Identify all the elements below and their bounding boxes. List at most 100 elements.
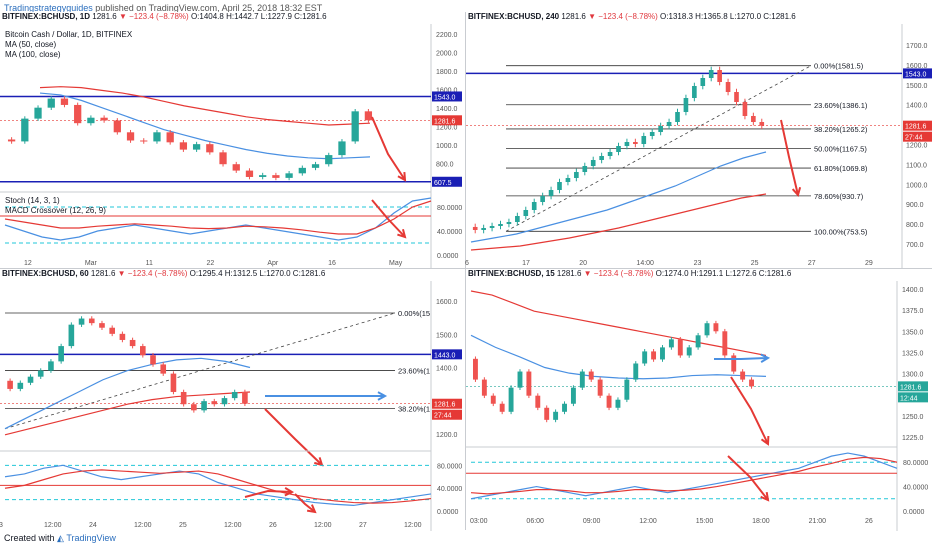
ohlc-label: O:1274.0 H:1291.1 L:1272.6 C:1281.6	[655, 269, 792, 278]
daily-time-axis-tick-label: May	[389, 260, 403, 267]
h1-price-axis-tick-label: 1500.0	[436, 332, 458, 339]
tag-timer-text: 12:44	[900, 395, 918, 402]
h4-candle	[523, 210, 529, 216]
horizontal-divider	[0, 268, 932, 269]
tag-support-text: 607.5	[434, 180, 452, 187]
daily-candle	[285, 173, 293, 178]
daily-price-axis-tick-label: 2000.0	[436, 51, 458, 58]
tag-last-text: 1281.6	[434, 402, 456, 409]
h4-time-axis-tick-label: 25	[751, 260, 759, 267]
author-link[interactable]: Tradingstrategyguides	[4, 3, 93, 13]
h4-price-axis-tick-label: 1500.0	[906, 83, 928, 90]
h4-time-axis-tick-label: 23	[694, 260, 702, 267]
h1-chart-svg[interactable]: 1600.01500.01400.01300.01200.00.00%(1523…	[0, 269, 465, 531]
m15-time-axis-tick-label: 09:00	[583, 518, 601, 525]
m15-candle	[579, 371, 585, 388]
h1-candle	[17, 382, 24, 389]
m15-candle	[668, 339, 674, 348]
h4-candle	[498, 224, 503, 226]
h4-candle	[658, 126, 663, 132]
chart-panel-daily[interactable]: 2200.0 2000.0 1800.0 1600.0 1400.0 1200.0 1000…	[0, 12, 465, 268]
m15-candle	[508, 387, 514, 412]
h1-candle	[160, 364, 167, 374]
h4-candle	[725, 82, 731, 92]
h4-time-axis-tick-label: 6	[465, 260, 469, 267]
h1-candle	[180, 391, 187, 405]
fib-level-label: 38.20%(1265.2)	[814, 125, 868, 134]
daily-stoch-line-b	[4, 200, 432, 235]
ma50-line	[470, 151, 767, 243]
h1-price-axis-tick-label: 1600.0	[436, 299, 458, 306]
m15-stoch-line-a	[470, 452, 898, 500]
h1-candle	[170, 373, 177, 392]
daily-price-axis-tick-label: 800.0	[436, 162, 454, 169]
h1-arrow-sub-2-shaft	[294, 493, 316, 513]
vertical-divider	[465, 12, 466, 530]
h1-candle	[150, 355, 156, 365]
h4-candle	[565, 178, 571, 182]
m15-stoch-line-b	[470, 456, 898, 495]
m15-candle	[651, 351, 657, 360]
price-label: 1281.6	[556, 269, 582, 278]
indicator-ma100[interactable]: MA (100, close)	[5, 50, 61, 59]
daily-candle	[325, 155, 333, 165]
h1-candle	[191, 404, 197, 411]
tag-last-bg	[898, 381, 928, 392]
h4-candle	[557, 182, 562, 190]
h4-price-axis-tick-label: 1600.0	[906, 63, 928, 70]
tag-resistance-bg	[432, 91, 462, 102]
symbol-label: BITFINEX:BCHUSD, 1D	[2, 12, 91, 21]
daily-candle	[311, 164, 320, 168]
symbol-label: BITFINEX:BCHUSD, 60	[2, 269, 89, 278]
m15-price-axis-tick-label: 1225.0	[902, 435, 924, 442]
h4-candle	[624, 142, 630, 146]
daily-candle	[140, 140, 148, 142]
daily-candle	[34, 107, 42, 119]
chart-panel-240[interactable]: 1700.01600.01500.01400.01300.01200.01100…	[465, 12, 932, 268]
m15-arrow-sub-shaft	[727, 455, 769, 501]
h1-arrow-blue-head	[377, 391, 388, 401]
h4-chart-svg[interactable]: 1700.01600.01500.01400.01300.01200.01100…	[465, 12, 932, 268]
h4-candle	[666, 122, 672, 126]
indicator-ma50[interactable]: MA (50, close)	[5, 40, 57, 49]
daily-price-axis-tick-label: 1400.0	[436, 106, 458, 113]
tag-timer-text: 27:44	[434, 413, 452, 420]
h1-time-axis-tick-label: 24	[89, 522, 97, 529]
h1-stoch-tick-label: 80.0000	[437, 463, 462, 470]
h1-price-axis-tick-label: 1200.0	[436, 432, 458, 439]
h1-candle	[119, 333, 126, 340]
m15-candle	[722, 331, 728, 356]
m15-time-axis-tick-label: 03:00	[470, 518, 488, 525]
tag-resistance-text: 1543.0	[905, 71, 927, 78]
indicator-macd[interactable]: MACD Crossover (12, 26, 9)	[5, 206, 106, 215]
fib-level-label: 100.00%(753.5)	[814, 227, 868, 236]
m15-candle	[731, 355, 737, 372]
m15-chart-svg[interactable]: 1400.01375.01350.01325.01300.01275.01250…	[466, 269, 932, 531]
tradingview-logo-icon: ◭	[57, 533, 64, 543]
tag-resistance-text: 1443.0	[434, 352, 456, 359]
daily-candle	[126, 132, 135, 141]
h1-candle	[109, 327, 115, 334]
h1-arrow-red-shaft	[264, 408, 323, 466]
daily-chart-svg[interactable]: 2200.0 2000.0 1800.0 1600.0 1400.0 1200.0 1000…	[0, 12, 465, 268]
tradingview-link[interactable]: TradingView	[66, 533, 116, 543]
chart-panel-15[interactable]: 1400.01375.01350.01325.01300.01275.01250…	[466, 269, 932, 531]
m15-candle	[677, 339, 683, 356]
ma100-line	[39, 86, 371, 126]
tag-timer-bg	[432, 409, 462, 420]
ohlc-label: O:1318.3 H:1365.8 L:1270.0 C:1281.6	[660, 12, 796, 21]
indicator-stoch[interactable]: Stoch (14, 3, 1)	[5, 196, 60, 205]
change-label: ▼ −123.4 (−8.78%)	[588, 12, 658, 21]
daily-candle	[364, 111, 373, 121]
fib-level-label: 78.60%(930.7)	[814, 192, 864, 201]
daily-candle	[232, 164, 240, 171]
chart-panel-60[interactable]: 1600.01500.01400.01300.01200.00.00%(1523…	[0, 269, 465, 531]
panel-header: BITFINEX:BCHUSD, 60 1281.6 ▼ −123.4 (−8.…	[2, 269, 325, 278]
m15-arrow-sub-head	[760, 491, 770, 502]
daily-candle	[21, 118, 29, 142]
m15-stoch-tick-label: 40.0000	[903, 485, 928, 492]
m15-stoch-tick-label: 0.0000	[903, 509, 925, 516]
indicator-name[interactable]: Bitcoin Cash / Dollar, 1D, BITFINEX	[5, 30, 133, 39]
daily-time-axis-tick-label: Mar	[85, 260, 98, 267]
ohlc-label: O:1295.4 H:1312.5 L:1270.0 C:1281.6	[189, 269, 326, 278]
